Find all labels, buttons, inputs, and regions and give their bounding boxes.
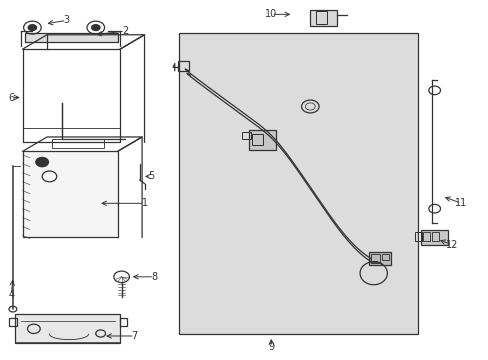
Bar	[414, 232, 422, 241]
Text: 9: 9	[268, 342, 274, 352]
Text: 1: 1	[141, 198, 147, 208]
Text: 4: 4	[8, 290, 15, 300]
Bar	[381, 254, 388, 260]
Circle shape	[91, 24, 101, 31]
Text: 12: 12	[445, 239, 457, 249]
Bar	[316, 12, 326, 24]
Bar	[25, 33, 118, 42]
Bar	[120, 318, 127, 326]
Bar	[310, 10, 336, 26]
Bar	[52, 139, 104, 148]
Text: 5: 5	[147, 171, 154, 181]
Bar	[9, 318, 17, 326]
Bar	[423, 232, 429, 241]
Bar	[178, 33, 417, 334]
Bar	[431, 232, 438, 241]
Text: 6: 6	[8, 93, 15, 103]
Text: 3: 3	[63, 15, 69, 26]
Text: 7: 7	[131, 331, 138, 341]
Bar	[22, 151, 118, 237]
Bar	[242, 132, 250, 139]
Circle shape	[27, 24, 37, 31]
Text: 10: 10	[264, 9, 277, 19]
Bar	[22, 49, 120, 142]
Bar	[368, 252, 390, 265]
Bar	[15, 315, 120, 343]
Bar	[370, 254, 379, 263]
Circle shape	[36, 157, 48, 167]
Text: 8: 8	[151, 272, 157, 282]
Bar	[249, 130, 276, 149]
Text: 11: 11	[454, 198, 467, 208]
Bar	[251, 134, 262, 145]
Text: 2: 2	[122, 26, 128, 36]
Bar	[178, 60, 188, 71]
Bar	[420, 230, 447, 244]
